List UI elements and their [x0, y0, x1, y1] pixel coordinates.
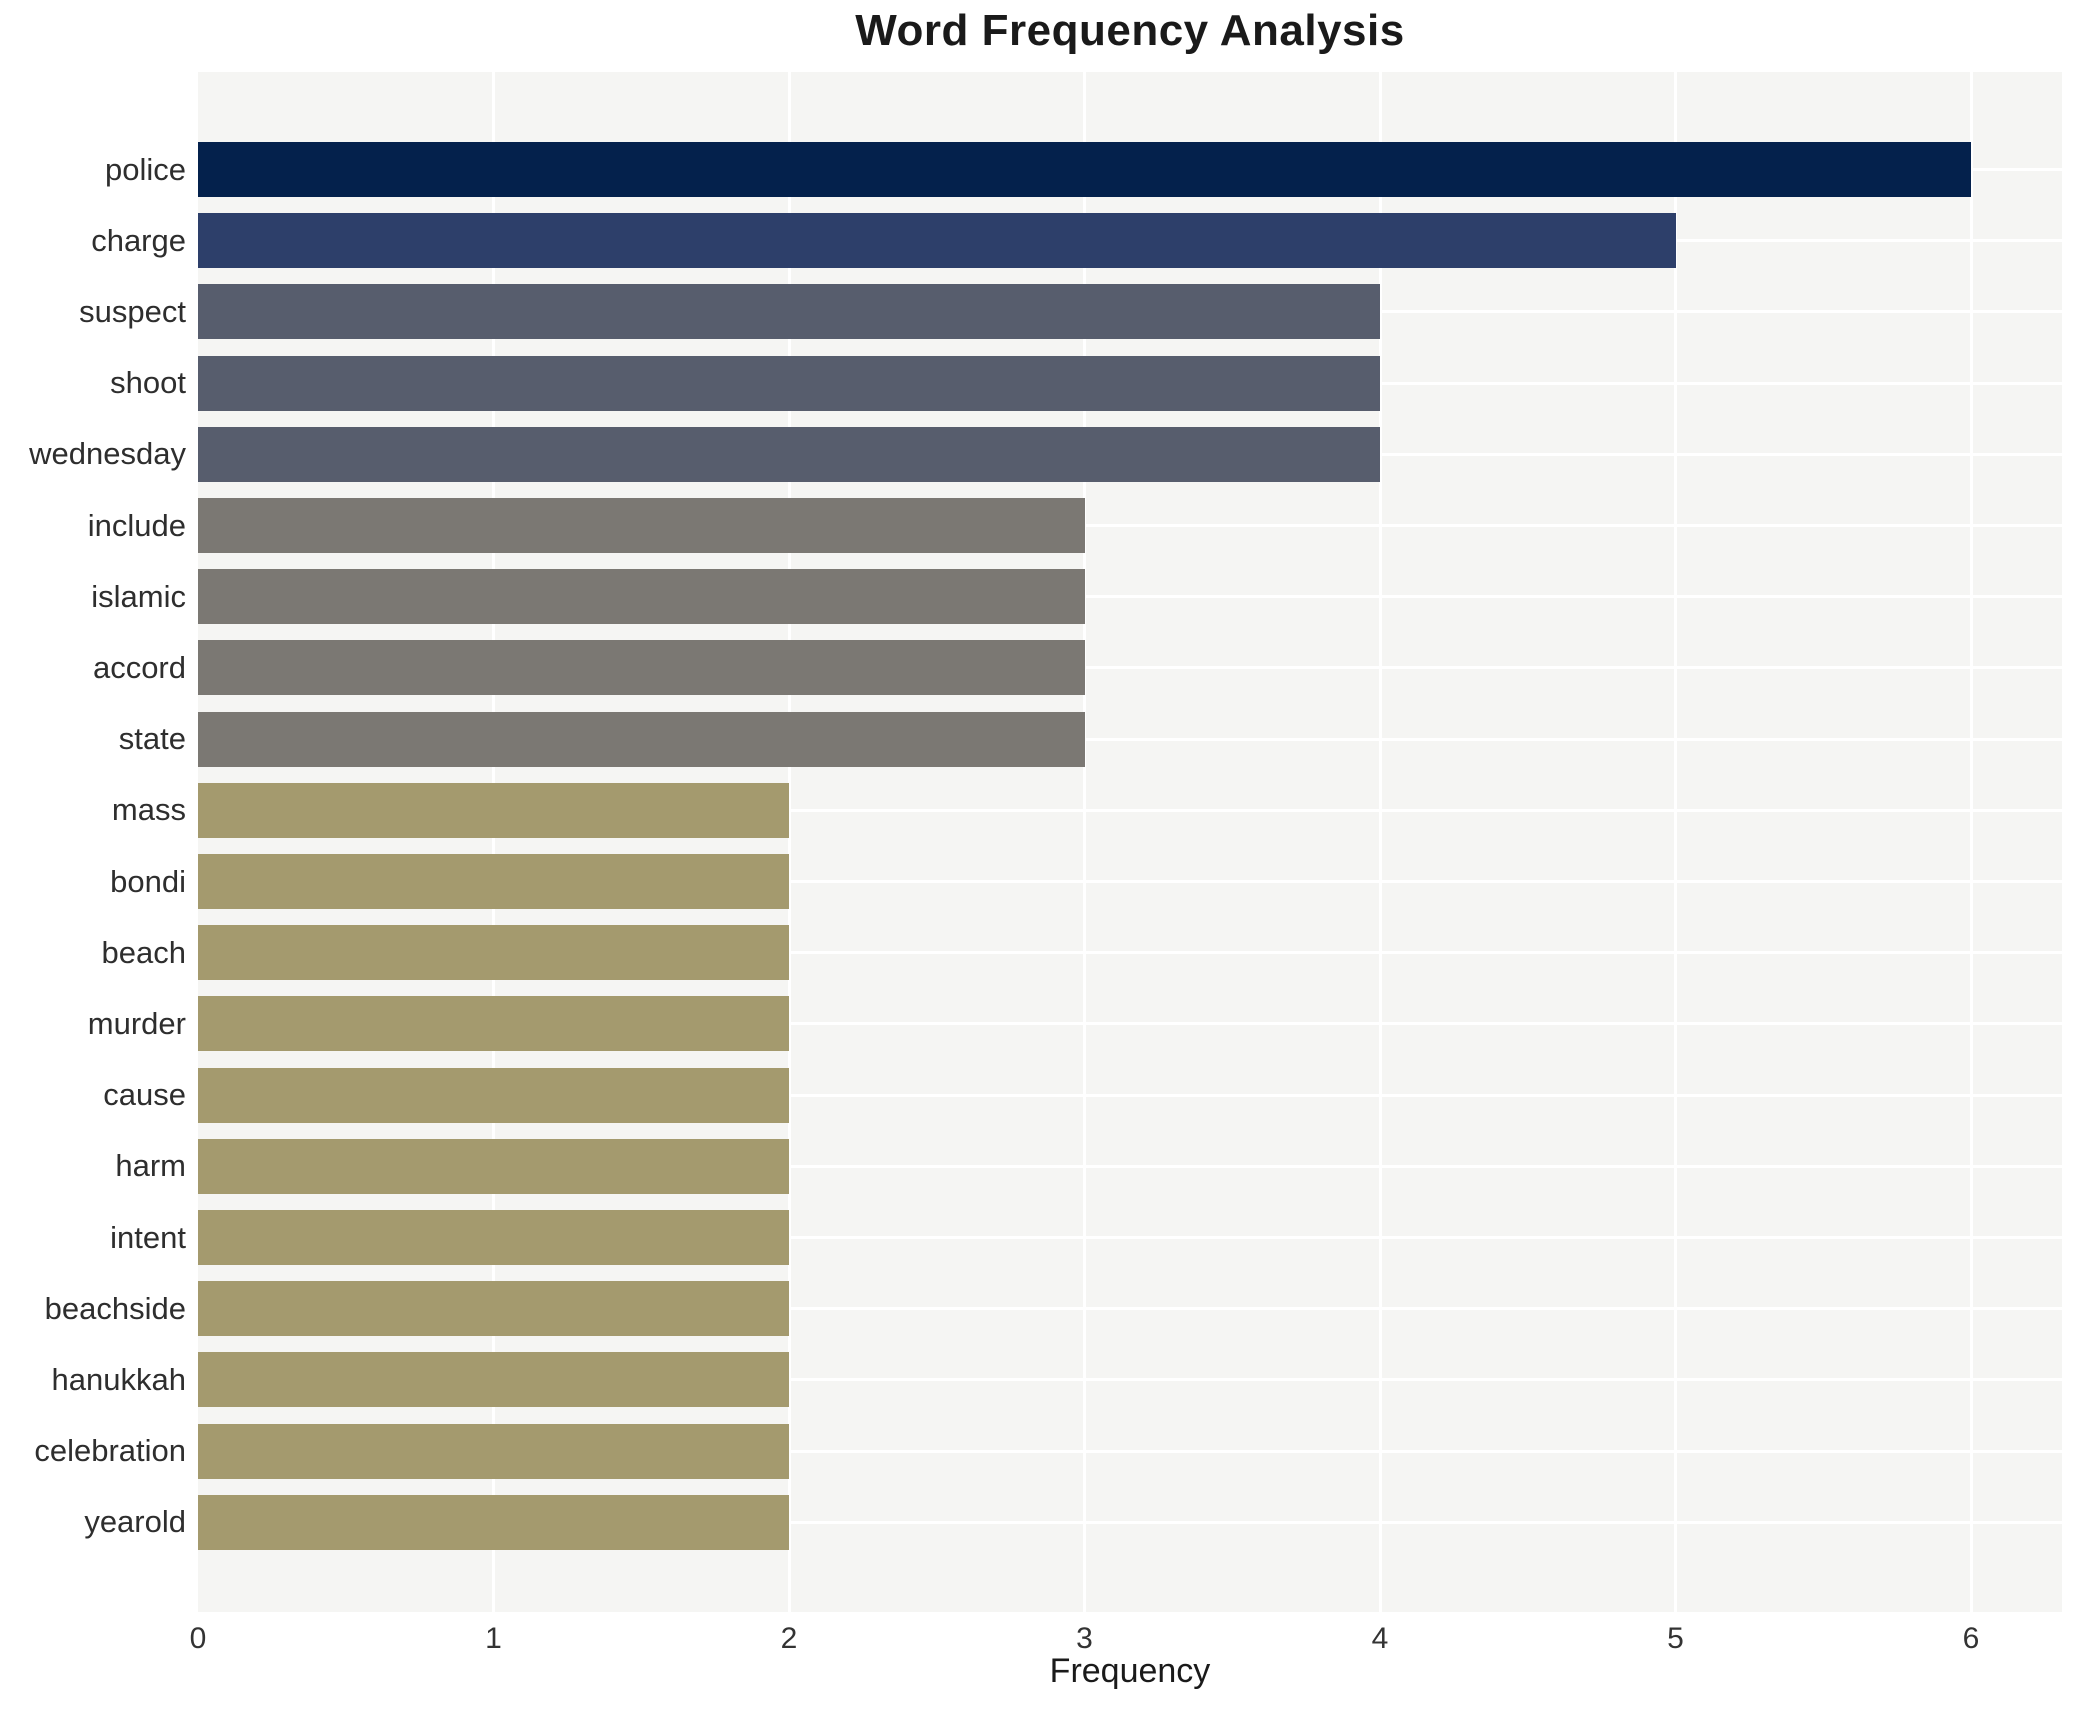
y-tick-label-islamic: islamic	[91, 578, 186, 614]
y-gridline	[198, 1093, 2062, 1097]
y-tick-label-beachside: beachside	[44, 1290, 186, 1326]
y-tick-label-wednesday: wednesday	[29, 436, 186, 472]
x-gridline	[1378, 72, 1382, 1612]
bar-include	[198, 498, 1085, 553]
y-tick-label-intent: intent	[110, 1219, 186, 1255]
y-gridline	[198, 1164, 2062, 1168]
bar-beach	[198, 925, 789, 981]
y-tick-label-state: state	[118, 721, 186, 757]
y-gridline	[198, 1307, 2062, 1311]
y-gridline	[198, 1520, 2062, 1524]
bar-state	[198, 711, 1085, 767]
bar-murder	[198, 996, 789, 1052]
x-gridline	[1674, 72, 1677, 1612]
y-gridline	[198, 880, 2062, 883]
bar-mass	[198, 782, 789, 838]
y-tick-label-accord: accord	[92, 649, 186, 685]
bar-harm	[198, 1138, 789, 1194]
y-tick-label-police: police	[105, 151, 186, 187]
bar-beachside	[198, 1281, 789, 1337]
x-tick-label-1: 1	[485, 1622, 502, 1655]
y-tick-label-include: include	[87, 507, 186, 543]
bar-cause	[198, 1067, 789, 1123]
bar-charge	[198, 213, 1676, 269]
y-gridline	[198, 951, 2062, 955]
y-tick-label-beach: beach	[101, 934, 186, 970]
y-tick-label-shoot: shoot	[110, 365, 186, 401]
x-tick-label-4: 4	[1371, 1622, 1389, 1655]
y-tick-label-hanukkah: hanukkah	[51, 1361, 186, 1397]
x-tick-label-0: 0	[189, 1622, 207, 1655]
y-gridline	[198, 595, 2062, 599]
y-tick-label-mass: mass	[111, 792, 186, 828]
x-axis-title: Frequency	[1049, 1652, 1211, 1690]
bar-accord	[198, 640, 1085, 696]
y-tick-label-harm: harm	[115, 1148, 186, 1184]
y-tick-label-cause: cause	[103, 1077, 186, 1113]
y-gridline	[198, 1022, 2062, 1026]
x-tick-label-5: 5	[1667, 1622, 1684, 1655]
bar-wednesday	[198, 426, 1380, 482]
y-gridline	[198, 1449, 2062, 1453]
y-gridline	[198, 666, 2062, 670]
y-tick-label-yearold: yearold	[84, 1504, 186, 1540]
bar-shoot	[198, 355, 1380, 411]
bar-celebration	[198, 1423, 789, 1479]
y-tick-label-bondi: bondi	[110, 863, 186, 899]
bar-islamic	[198, 569, 1085, 625]
y-gridline	[198, 524, 2062, 527]
x-tick-label-3: 3	[1076, 1622, 1093, 1655]
x-tick-label-2: 2	[780, 1622, 798, 1655]
y-gridline	[198, 1378, 2062, 1382]
y-tick-label-celebration: celebration	[34, 1433, 186, 1469]
y-tick-label-charge: charge	[91, 222, 186, 258]
x-gridline	[492, 72, 495, 1612]
plot-panel	[198, 72, 2062, 1612]
bar-police	[198, 142, 1971, 197]
bar-intent	[198, 1210, 789, 1265]
bar-suspect	[198, 284, 1380, 340]
chart-title: Word Frequency Analysis	[855, 6, 1405, 55]
x-gridline	[1969, 72, 1973, 1612]
y-tick-label-murder: murder	[87, 1005, 186, 1041]
x-gridline	[787, 72, 791, 1612]
bar-yearold	[198, 1494, 789, 1550]
y-gridline	[198, 1236, 2062, 1239]
bar-hanukkah	[198, 1352, 789, 1408]
y-gridline	[198, 737, 2062, 741]
bar-bondi	[198, 854, 789, 909]
x-tick-label-6: 6	[1962, 1622, 1980, 1655]
y-gridline	[198, 808, 2062, 812]
x-gridline	[1083, 72, 1086, 1612]
y-tick-label-suspect: suspect	[79, 293, 186, 329]
